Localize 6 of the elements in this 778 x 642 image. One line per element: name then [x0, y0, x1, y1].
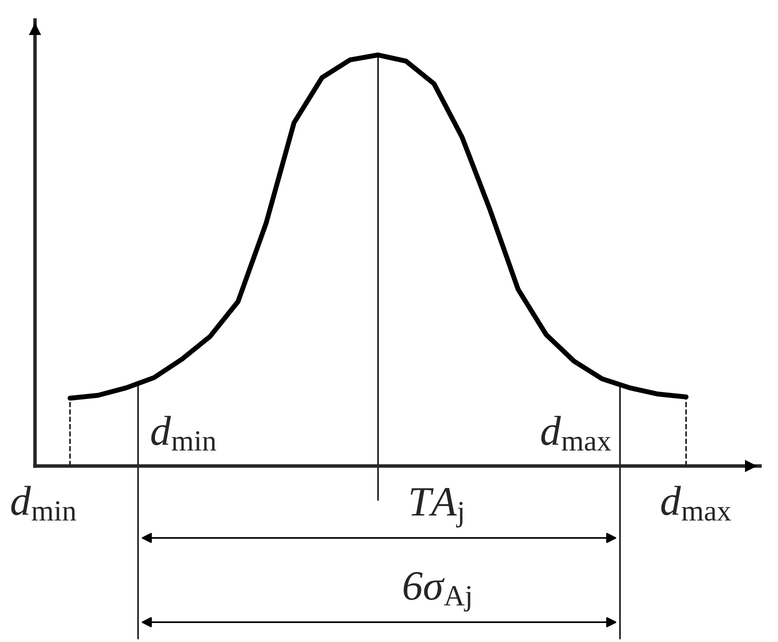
text: TA$_{j}$	[410, 488, 463, 528]
text: 6σ$_{Aj}$	[404, 572, 470, 612]
annotation: d$_{max}$	[541, 416, 612, 451]
annotation: d$_{min}$	[151, 416, 216, 451]
text: d$_{min}$	[11, 486, 76, 521]
text: d$_{max}$	[661, 486, 732, 521]
